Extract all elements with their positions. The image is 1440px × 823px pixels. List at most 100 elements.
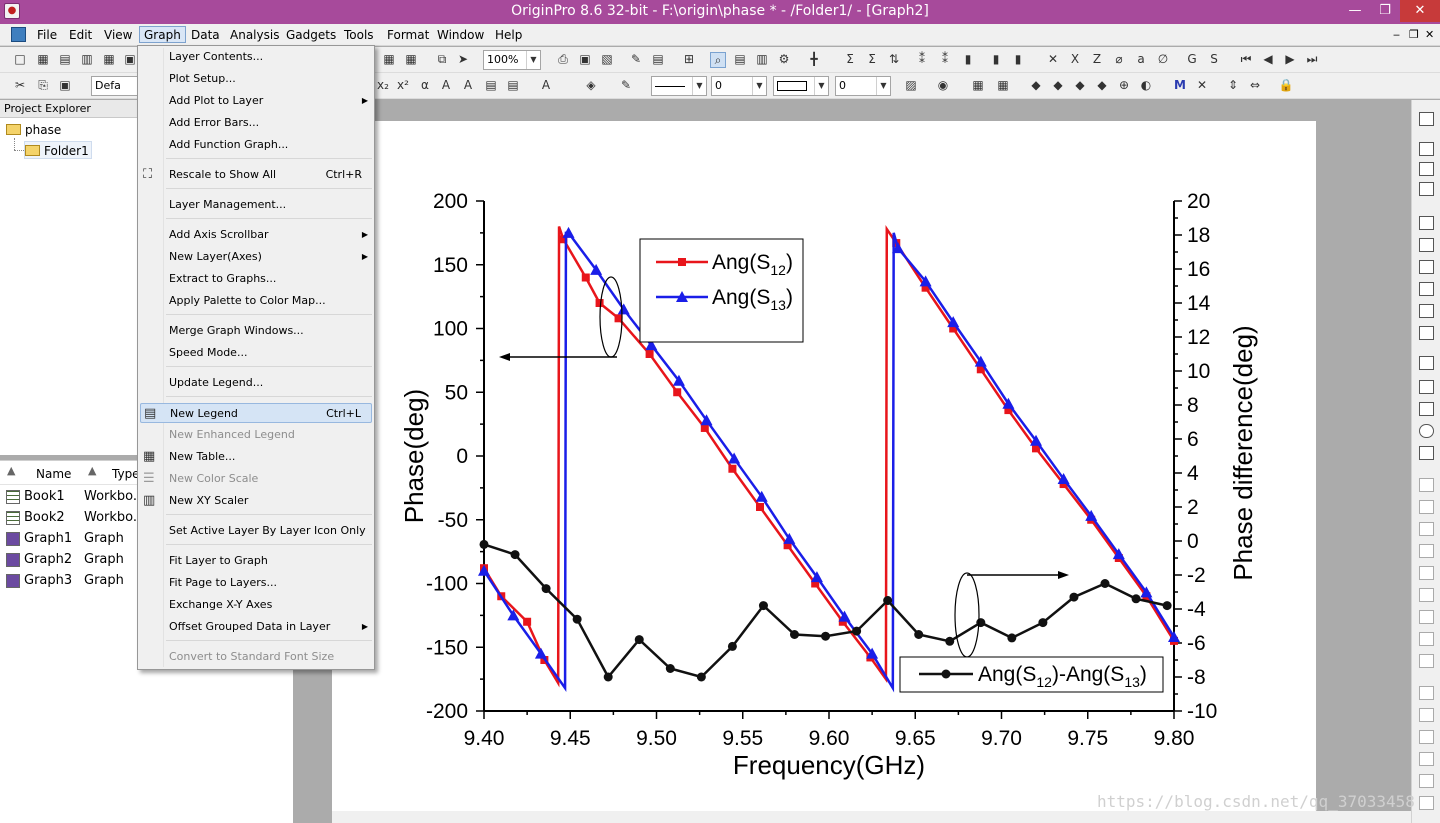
tree-item-phase[interactable]: phase xyxy=(6,121,61,139)
object-front-icon[interactable]: ◆ xyxy=(1031,78,1041,92)
m-icon[interactable]: M xyxy=(1174,78,1186,92)
hatch-icon[interactable]: ▨ xyxy=(905,78,917,92)
add-row-icon[interactable]: ▦ xyxy=(405,52,417,66)
menu-data[interactable]: Data xyxy=(191,28,220,42)
layer-icon[interactable] xyxy=(1419,112,1434,126)
grid-icon[interactable]: ▦ xyxy=(972,78,984,92)
none-icon[interactable]: ∅ xyxy=(1157,52,1169,66)
menu-item-new-legend[interactable]: ▤ New Legend Ctrl+L xyxy=(140,403,372,423)
data-reader-icon[interactable]: ⊕ xyxy=(1118,78,1130,92)
menu-item-layer-management[interactable]: Layer Management... xyxy=(140,195,372,215)
group-icon[interactable]: G xyxy=(1187,52,1197,66)
subscript-icon[interactable]: x₂ xyxy=(377,78,389,92)
menu-item-plot-setup[interactable]: Plot Setup... xyxy=(140,69,372,89)
new-excel-icon[interactable]: ▤ xyxy=(59,52,71,66)
extract-icon[interactable] xyxy=(1419,182,1434,196)
zoom-select[interactable]: 100% ▼ xyxy=(483,50,541,70)
column-name[interactable]: Name xyxy=(36,467,72,481)
menu-item-extract-to-graphs[interactable]: Extract to Graphs... xyxy=(140,269,372,289)
group-objects-icon[interactable]: ◆ xyxy=(1075,78,1085,92)
add-layer-icon[interactable] xyxy=(1419,304,1434,318)
box-style-select[interactable]: ▼ xyxy=(773,76,829,96)
mdi-close-button[interactable]: ✕ xyxy=(1425,28,1435,41)
set-z-icon[interactable]: Z xyxy=(1092,52,1102,66)
new-graph-icon[interactable]: ▥ xyxy=(81,52,93,66)
menu-item-new-layer-axes[interactable]: New Layer(Axes) ▶ xyxy=(140,247,372,267)
font-color-icon[interactable]: A xyxy=(541,78,551,92)
prev-icon[interactable]: ◀ xyxy=(1263,52,1273,66)
menu-item-merge-graph-windows[interactable]: Merge Graph Windows... xyxy=(140,321,372,341)
menu-item-fit-layer-to-graph[interactable]: Fit Layer to Graph xyxy=(140,551,372,571)
list-item[interactable]: Book1 Workbo... xyxy=(0,487,293,507)
menu-file[interactable]: File xyxy=(37,28,58,42)
last-icon[interactable]: ⏭ xyxy=(1306,52,1318,66)
new-matrix-icon[interactable]: ▦ xyxy=(103,52,115,66)
first-icon[interactable]: ⏮ xyxy=(1240,52,1252,66)
superscript-icon[interactable]: x² xyxy=(397,78,409,92)
code-builder-icon[interactable]: ✎ xyxy=(630,52,642,66)
print-icon[interactable]: ⎙ xyxy=(558,52,568,66)
set-x-icon[interactable]: X xyxy=(1070,52,1080,66)
arrange-layers-icon[interactable] xyxy=(1419,142,1434,156)
restore-button[interactable]: ❐ xyxy=(1379,3,1391,18)
zoom-dropdown-icon[interactable]: ▼ xyxy=(526,51,540,69)
copy-icon[interactable]: ⎘ xyxy=(38,78,48,92)
line-style-select[interactable]: ▼ xyxy=(651,76,707,96)
add-column-icon[interactable]: ▦ xyxy=(383,52,395,66)
command-window-icon[interactable]: ▤ xyxy=(734,52,746,66)
histogram-icon[interactable]: ▮ xyxy=(964,52,972,66)
link-layer-icon[interactable] xyxy=(1419,326,1434,340)
fill-color-icon[interactable]: ◈ xyxy=(586,78,596,92)
subject-icon[interactable]: S xyxy=(1210,52,1218,66)
box-style-dropdown-icon[interactable]: ▼ xyxy=(814,77,828,95)
line-width-dropdown-icon[interactable]: ▼ xyxy=(752,77,766,95)
greek-icon[interactable]: α xyxy=(421,78,429,92)
menu-item-add-error-bars[interactable]: Add Error Bars... xyxy=(140,113,372,133)
bar-chart-icon[interactable]: ▮ xyxy=(992,52,1000,66)
label-icon[interactable]: a xyxy=(1137,52,1145,66)
menu-format[interactable]: Format xyxy=(387,28,430,42)
column-icon[interactable]: ╋ xyxy=(810,52,818,66)
menu-item-set-active-layer-by-layer-icon-only[interactable]: Set Active Layer By Layer Icon Only xyxy=(140,521,372,541)
document-icon[interactable] xyxy=(11,27,26,42)
export-icon[interactable]: ▣ xyxy=(579,52,591,66)
sort-asc-icon[interactable]: ▲ xyxy=(7,464,16,477)
close-button[interactable]: ✕ xyxy=(1400,0,1440,22)
list-item[interactable]: Graph1 Graph xyxy=(0,529,293,549)
add-right-axis-icon[interactable] xyxy=(1419,260,1434,274)
run-icon[interactable]: ➤ xyxy=(457,52,469,66)
graph-window[interactable]: 9.40 9.45 9.50 9.55 9.60 9.65 9.70 9.75 9.80 200 1… xyxy=(332,121,1316,811)
menu-view[interactable]: View xyxy=(104,28,133,42)
lock-icon[interactable]: 🔒 xyxy=(1278,78,1294,92)
menu-window[interactable]: Window xyxy=(437,28,485,42)
menu-item-new-table[interactable]: ▦ New Table... xyxy=(140,447,372,467)
menu-help[interactable]: Help xyxy=(495,28,523,42)
merge-icon[interactable] xyxy=(1419,162,1434,176)
settings-icon[interactable]: ⚙ xyxy=(778,52,790,66)
mdi-minimize-button[interactable]: ‒ xyxy=(1393,28,1400,41)
bold-icon[interactable]: ▤ xyxy=(485,78,497,92)
table-icon[interactable] xyxy=(1419,446,1434,460)
menu-item-apply-palette-to-color-map[interactable]: Apply Palette to Color Map... xyxy=(140,291,372,311)
add-inset-icon[interactable] xyxy=(1419,282,1434,296)
move-icon[interactable]: ⇕ xyxy=(1227,78,1239,92)
duplicate-icon[interactable]: ⧉ xyxy=(437,52,447,66)
menu-graph[interactable]: Graph xyxy=(139,26,186,43)
list-item[interactable]: Graph2 Graph xyxy=(0,550,293,570)
new-project-icon[interactable]: □ xyxy=(14,52,26,66)
menu-gadgets[interactable]: Gadgets xyxy=(286,28,337,42)
menu-item-layer-contents[interactable]: Layer Contents... xyxy=(140,47,372,67)
sort-icon[interactable]: Σ xyxy=(868,52,876,66)
set-values-icon[interactable]: ⁑ xyxy=(919,52,925,66)
menu-tools[interactable]: Tools xyxy=(344,28,374,42)
menu-item-update-legend[interactable]: Update Legend... xyxy=(140,373,372,393)
pattern-select[interactable]: 0 ▼ xyxy=(835,76,891,96)
menu-edit[interactable]: Edit xyxy=(69,28,93,42)
mdi-restore-button[interactable]: ❐ xyxy=(1409,28,1419,41)
menu-item-speed-mode[interactable]: Speed Mode... xyxy=(140,343,372,363)
legend-icon[interactable] xyxy=(1419,356,1434,370)
increase-font-icon[interactable]: A xyxy=(441,78,451,92)
ungroup-icon[interactable]: ◆ xyxy=(1097,78,1107,92)
resize-icon[interactable]: ⇔ xyxy=(1249,78,1261,92)
sort-desc-icon[interactable]: ⇅ xyxy=(888,52,900,66)
